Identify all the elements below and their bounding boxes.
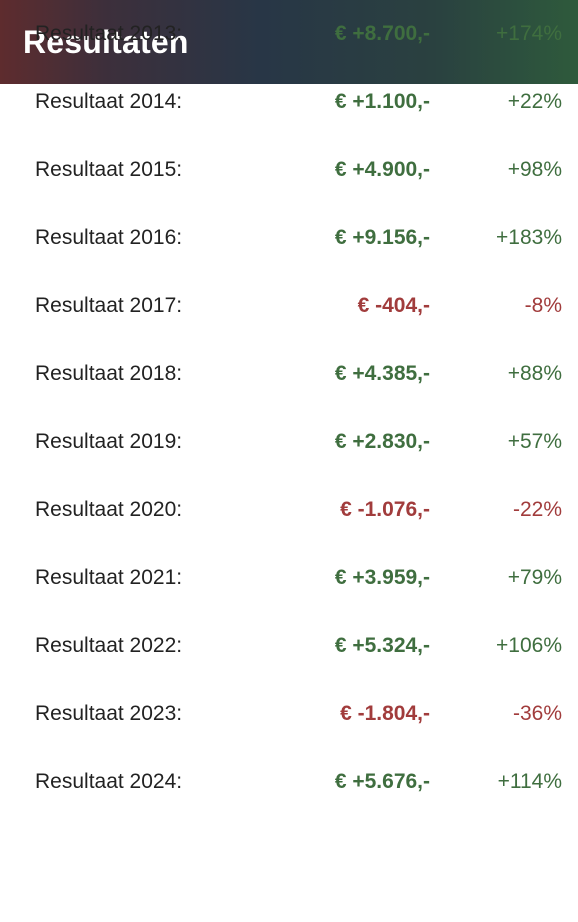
result-label: Resultaat 2017: [35,294,183,317]
result-percent: +183% [496,226,562,249]
result-row: Resultaat 2017: € -404,- -8% [0,272,578,340]
result-amount: € +4.900,- [334,158,430,181]
result-row: Resultaat 2020: € -1.076,- -22% [0,476,578,544]
result-percent: +114% [497,770,562,793]
result-amount: € +1.100,- [334,90,430,113]
result-row: Resultaat 2021: € +3.959,- +79% [0,544,578,612]
result-percent: +57% [507,430,562,453]
page-title: Resultaten [23,23,189,60]
result-amount: € +3.959,- [334,566,430,589]
result-row: Resultaat 2024: € +5.676,- +114% [0,748,578,816]
result-amount: € -404,- [357,294,430,317]
result-amount: € +2.830,- [334,430,430,453]
result-percent: +22% [507,90,562,113]
result-row: Resultaat 2018: € +4.385,- +88% [0,340,578,408]
result-amount: € -1.804,- [340,702,430,725]
result-label: Resultaat 2014: [35,90,183,113]
result-label: Resultaat 2020: [35,498,183,521]
result-percent: +88% [507,362,562,385]
result-label: Resultaat 2022: [35,634,183,657]
result-row: Resultaat 2023: € -1.804,- -36% [0,680,578,748]
result-row: Resultaat 2014: € +1.100,- +22% [0,68,578,136]
result-amount: € +4.385,- [334,362,430,385]
result-row: Resultaat 2015: € +4.900,- +98% [0,136,578,204]
result-amount: € +5.676,- [334,770,430,793]
result-amount: € +9.156,- [334,226,430,249]
page-header: Resultaten [0,0,578,84]
result-percent: -36% [512,702,562,725]
result-percent: +174% [496,22,562,45]
result-label: Resultaat 2024: [35,770,183,793]
result-amount: € -1.076,- [340,498,430,521]
result-row: Resultaat 2013: € +8.700,- +174% [0,0,578,68]
result-label: Resultaat 2019: [35,430,183,453]
result-amount: € +8.700,- [334,22,430,45]
result-percent: -22% [512,498,562,521]
result-percent: +106% [496,634,562,657]
result-percent: +98% [507,158,562,181]
result-percent: -8% [524,294,562,317]
result-label: Resultaat 2023: [35,702,183,725]
result-label: Resultaat 2021: [35,566,183,589]
result-row: Resultaat 2016: € +9.156,- +183% [0,204,578,272]
results-list: Resultaat 2013: € +8.700,- +174% Resulta… [0,22,578,816]
result-label: Resultaat 2013: [35,22,183,45]
result-percent: +79% [507,566,562,589]
result-row: Resultaat 2019: € +2.830,- +57% [0,408,578,476]
result-label: Resultaat 2016: [35,226,183,249]
result-label: Resultaat 2015: [35,158,183,181]
result-label: Resultaat 2018: [35,362,183,385]
result-amount: € +5.324,- [334,634,430,657]
result-row: Resultaat 2022: € +5.324,- +106% [0,612,578,680]
